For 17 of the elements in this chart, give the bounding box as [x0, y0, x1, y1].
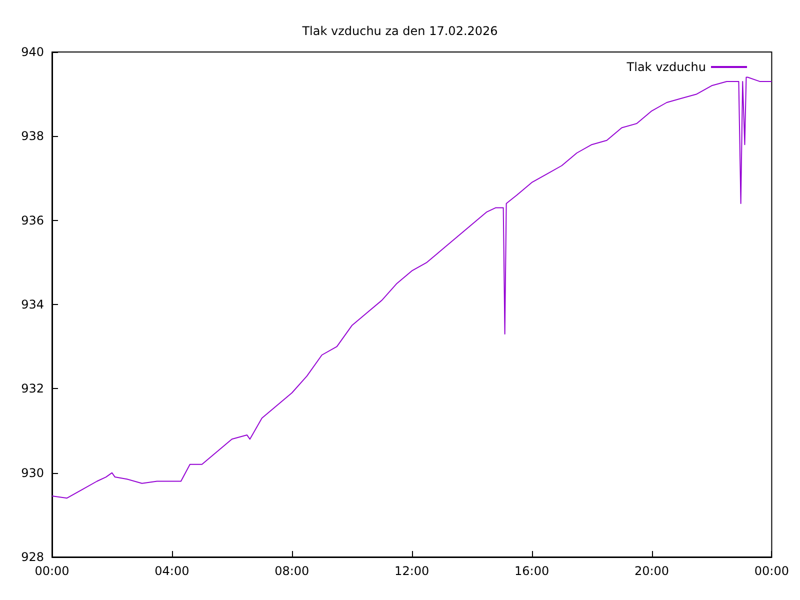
- legend-label: Tlak vzduchu: [626, 60, 706, 74]
- y-tick-label: 936: [21, 213, 44, 228]
- x-tick-label: 16:00: [514, 564, 550, 578]
- x-tick-label: 12:00: [394, 564, 430, 578]
- x-tick-label: 20:00: [634, 564, 670, 578]
- y-tick-label: 928: [21, 550, 44, 564]
- line-series: [52, 76, 772, 499]
- y-tick-label: 934: [21, 298, 44, 312]
- y-tick-label: 938: [21, 129, 44, 144]
- x-tick-label: 04:00: [154, 564, 190, 578]
- x-tick-label: 00:00: [34, 564, 70, 578]
- x-tick-label: 00:00: [754, 564, 790, 578]
- y-tick-label: 932: [21, 382, 44, 396]
- y-tick-label: 940: [21, 45, 44, 59]
- x-tick-label: 08:00: [274, 564, 310, 578]
- chart-title: Tlak vzduchu za den 17.02.2026: [301, 24, 498, 38]
- y-tick-label: 930: [21, 466, 44, 480]
